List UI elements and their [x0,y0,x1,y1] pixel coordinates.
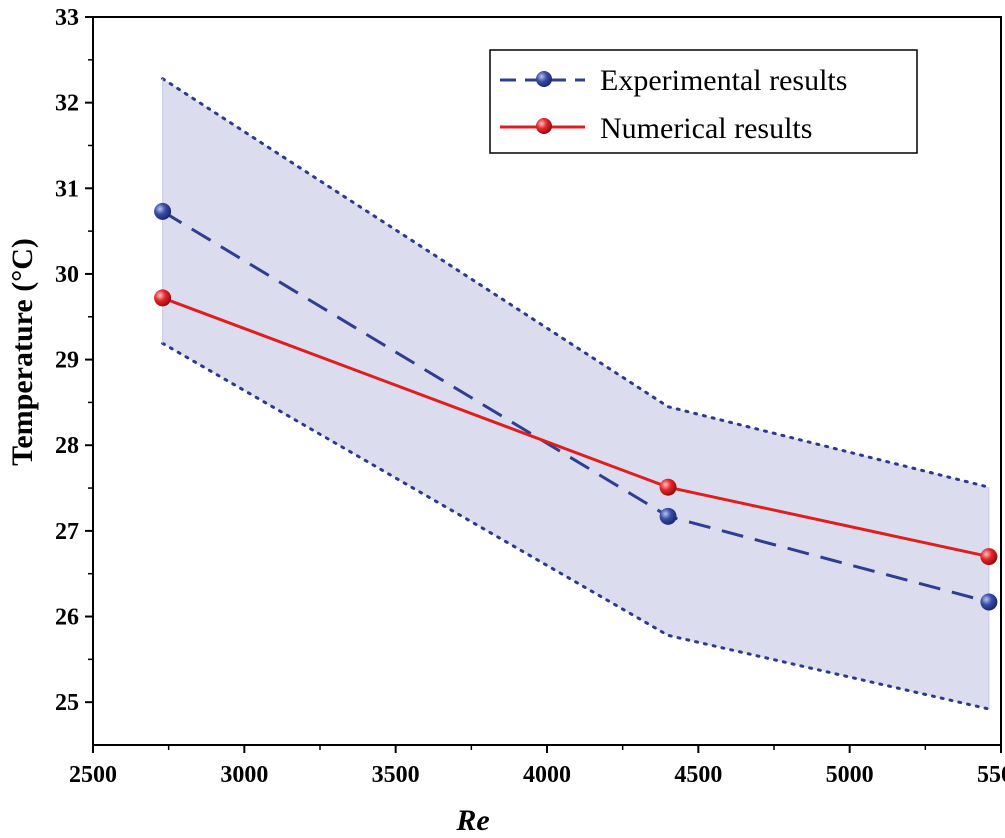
x-tick-label: 4000 [523,762,571,788]
legend: Experimental results Numerical results [489,49,918,154]
data-point-numerical-0 [154,289,172,307]
y-tick-label: 28 [55,433,79,459]
x-tick-label: 3000 [220,762,268,788]
legend-item-numerical: Numerical results [500,112,812,145]
x-axis: 2500 3000 3500 4000 4500 5000 5500 [69,745,1005,788]
y-tick-label: 25 [55,690,79,716]
legend-item-experimental: Experimental results [500,64,847,97]
y-tick-label: 32 [55,91,79,117]
y-tick-label: 30 [55,262,79,288]
y-tick-label: 27 [55,519,79,545]
confidence-band [161,77,991,711]
series-markers [154,202,998,611]
legend-box [489,49,918,154]
data-point-experimental-1 [659,507,677,525]
x-tick-label: 5000 [826,762,874,788]
data-point-numerical-1 [659,478,677,496]
band-lower-line [161,341,991,711]
x-tick-label: 3500 [372,762,420,788]
legend-swatch-marker-numerical [536,118,552,134]
y-tick-label: 31 [55,176,79,202]
data-point-experimental-2 [980,593,998,611]
y-axis: 25 26 27 28 29 30 31 32 33 [55,5,93,716]
x-axis-title: Re [455,804,489,837]
data-point-experimental-0 [154,202,172,220]
band-upper-line [161,77,991,489]
x-tick-label: 4500 [674,762,722,788]
y-tick-label: 29 [55,348,79,374]
y-tick-label: 33 [55,5,79,31]
legend-label-experimental: Experimental results [600,64,847,97]
x-tick-label: 2500 [69,762,117,788]
y-axis-title: Temperature (°C) [6,238,39,466]
x-tick-label: 5500 [977,762,1005,788]
y-tick-label: 26 [55,605,79,631]
legend-label-numerical: Numerical results [600,112,812,145]
legend-swatch-marker-experimental [536,71,552,87]
data-point-numerical-2 [980,548,998,566]
band-fill [162,78,989,710]
